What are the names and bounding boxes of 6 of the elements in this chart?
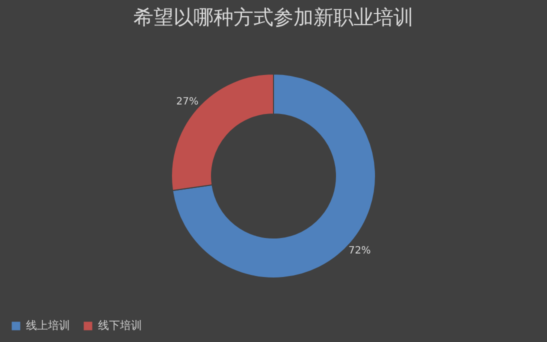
legend-label: 线上培训 (26, 319, 70, 332)
donut-slice (172, 74, 376, 278)
data-label: 72% (348, 246, 371, 257)
chart-title: 希望以哪种方式参加新职业培训 (134, 5, 414, 29)
data-label: 27% (176, 96, 198, 108)
legend-label: 线下培训 (98, 319, 142, 332)
